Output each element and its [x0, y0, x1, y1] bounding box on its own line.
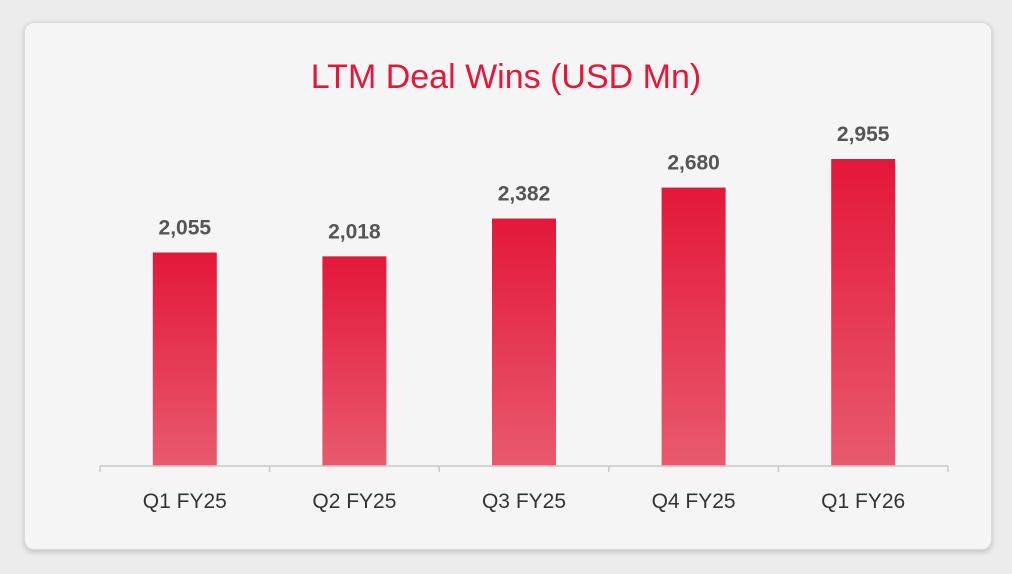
bar-5	[831, 159, 896, 466]
data-label-5: 2,955	[837, 123, 890, 146]
x-tick-label-5: Q1 FY26	[821, 490, 905, 513]
bar-4	[661, 187, 726, 466]
bar-3	[492, 218, 556, 466]
x-tick-label-1: Q1 FY25	[143, 490, 227, 513]
bars-layer: 2,055 2,018 2,382 2,680 2,955	[152, 123, 896, 466]
bar-1	[152, 252, 217, 466]
data-label-1: 2,055	[159, 217, 212, 240]
x-tick-label-2: Q2 FY25	[312, 490, 396, 513]
x-tick-label-3: Q3 FY25	[482, 490, 566, 513]
x-tick-label-4: Q4 FY25	[652, 490, 736, 513]
data-label-2: 2,018	[328, 220, 381, 243]
data-label-4: 2,680	[667, 152, 720, 175]
data-label-3: 2,382	[498, 183, 551, 206]
x-axis-ticks: Q1 FY25 Q2 FY25 Q3 FY25 Q4 FY25 Q1 FY26	[99, 466, 949, 513]
bar-2	[322, 256, 387, 466]
chart-title: LTM Deal Wins (USD Mn)	[310, 58, 702, 96]
